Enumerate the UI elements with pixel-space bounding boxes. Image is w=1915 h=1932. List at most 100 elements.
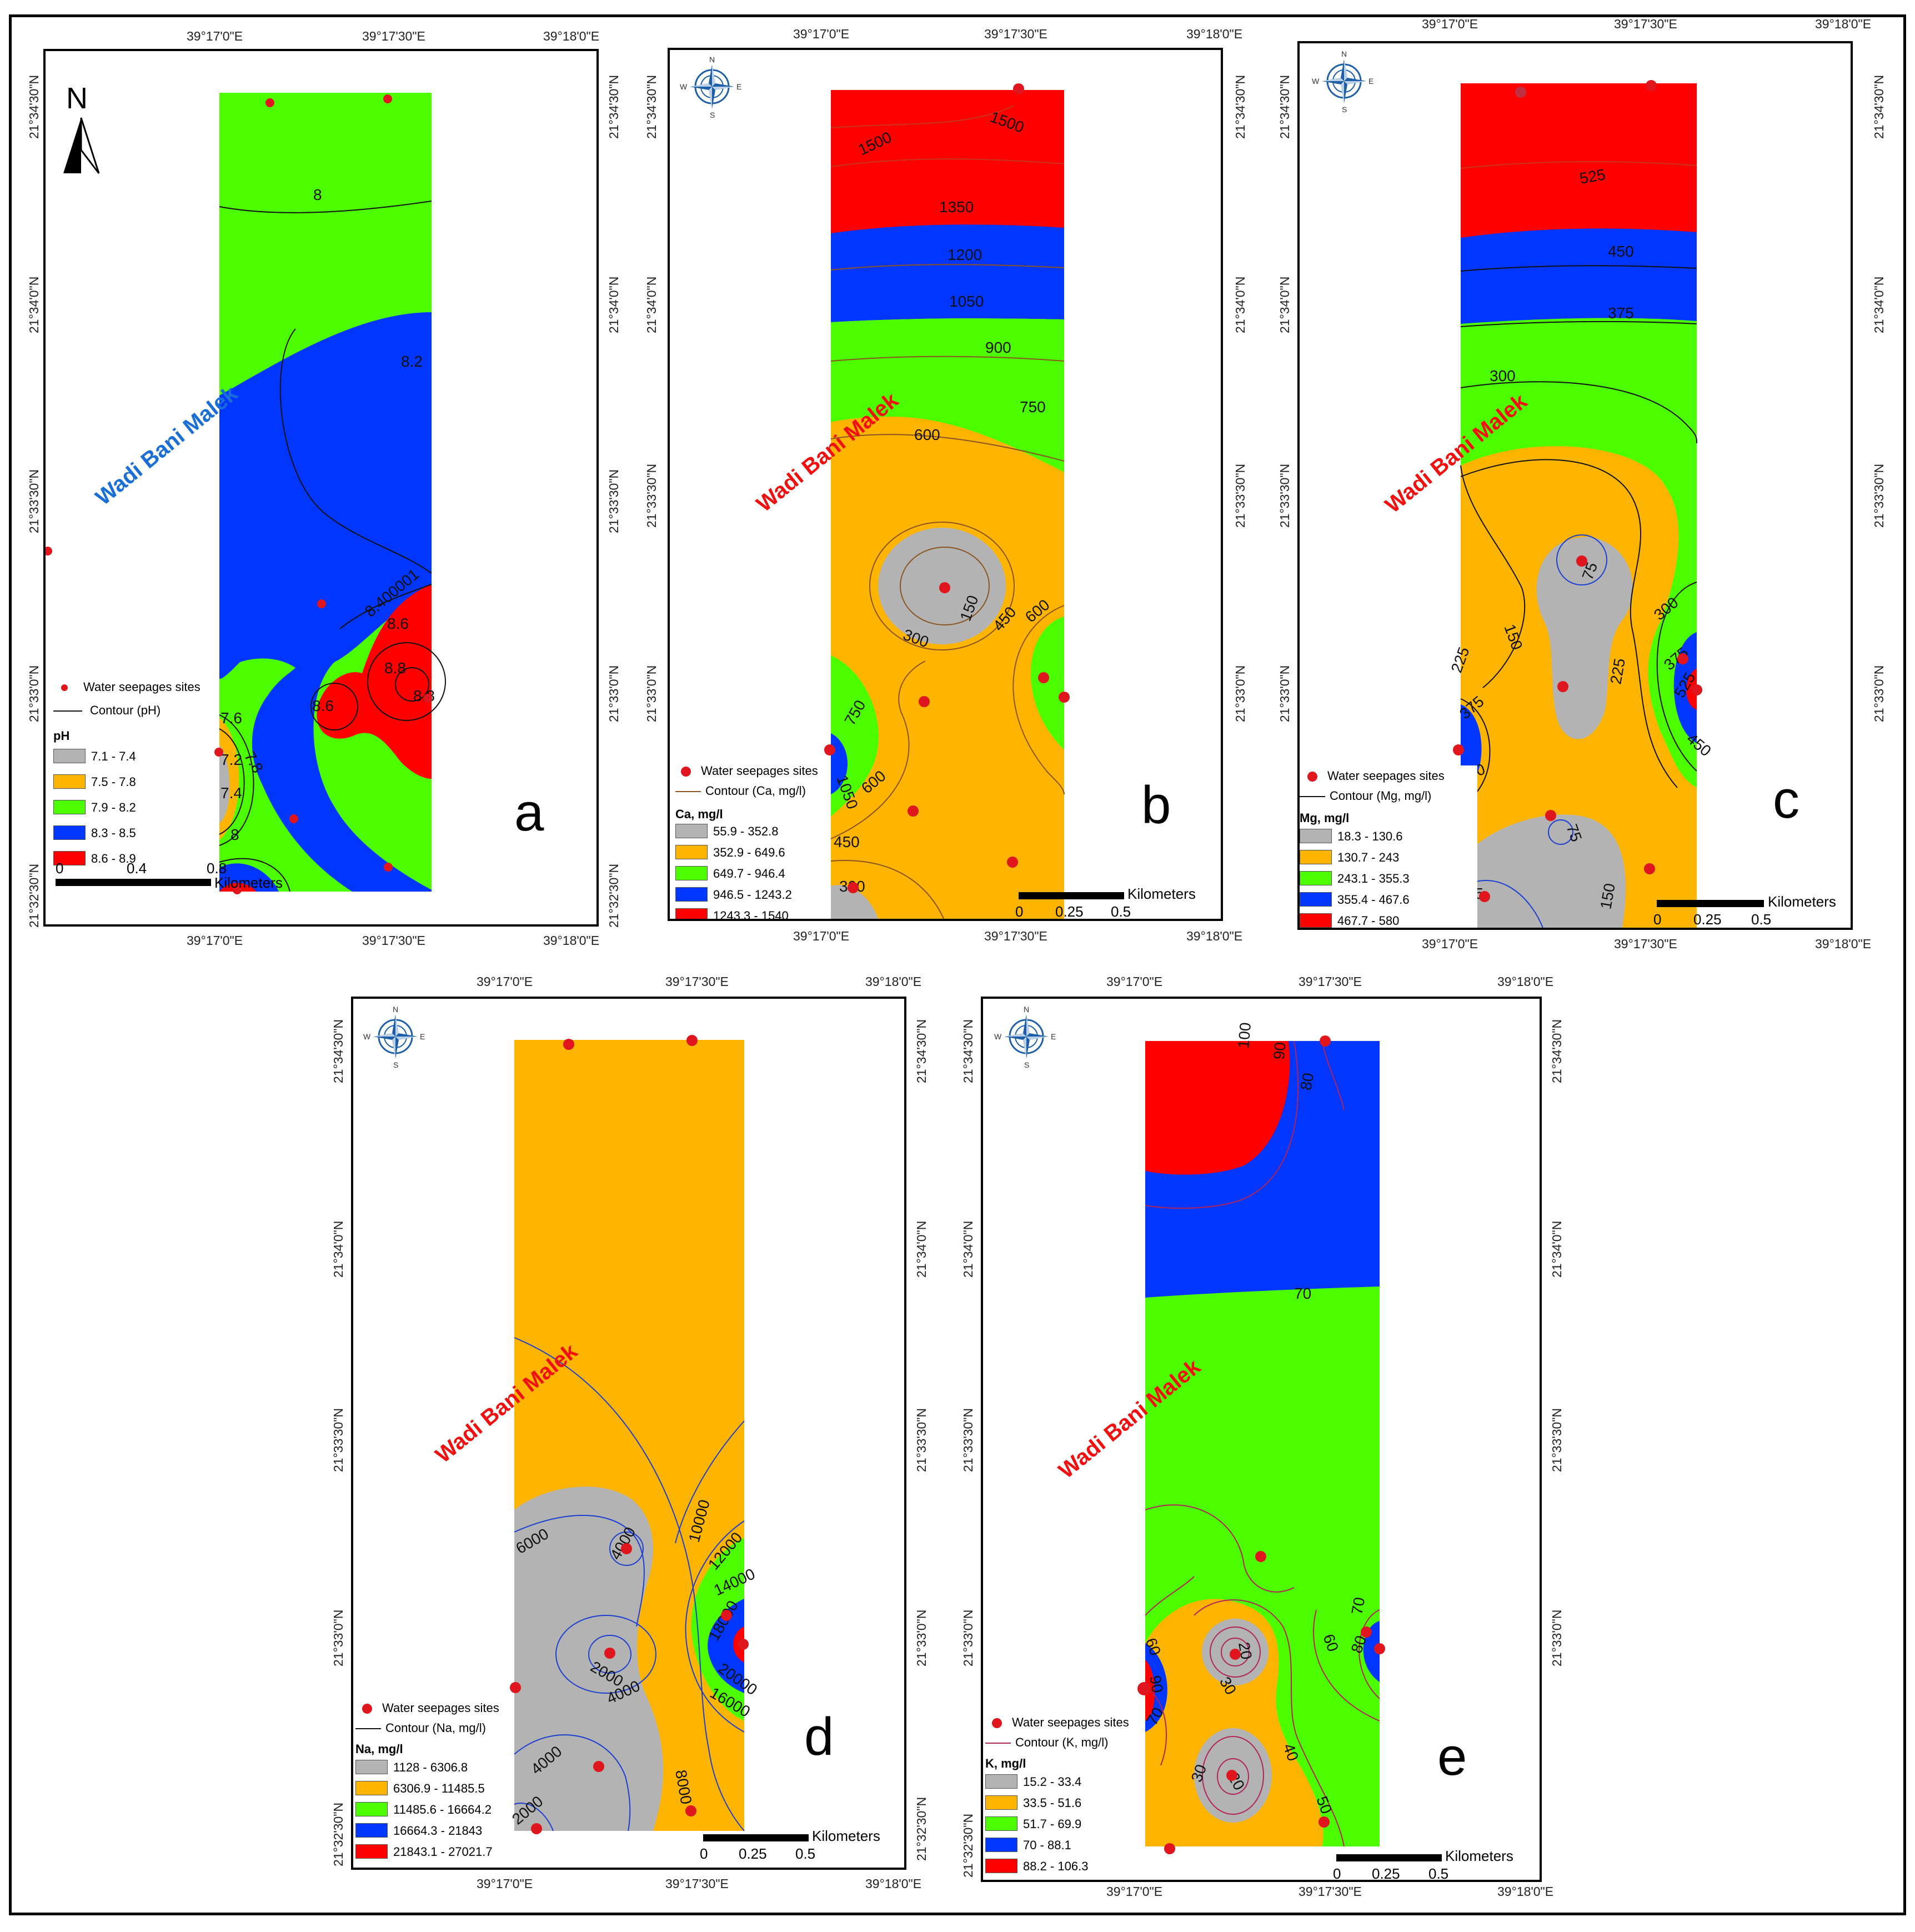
contour-label: 7.4 <box>220 784 242 802</box>
scale-label: 0.5 <box>1751 911 1772 928</box>
lon-tick: 39°17'0"E <box>793 929 850 943</box>
svg-text:E: E <box>1368 77 1373 86</box>
seepage-site <box>824 744 835 755</box>
lat-tick: 21°34'30"N <box>1550 1019 1564 1083</box>
seepage-site <box>1453 744 1464 755</box>
seepage-site <box>621 1543 632 1554</box>
map-frame-c: 525 450 375 300 75 150 225 225 300 375 5… <box>1297 41 1853 930</box>
contour-line <box>1145 1576 1195 1616</box>
seepage-sites <box>1453 80 1702 902</box>
legend-sites-row: Water seepages sites <box>985 1715 1129 1730</box>
na-map: 6000 10000 12000 14000 4000 2000 4000 40… <box>363 1005 760 1834</box>
contour-line <box>609 1531 644 1566</box>
orange-zone <box>1145 1599 1324 1846</box>
contour-line <box>1548 819 1573 845</box>
seepage-site <box>233 885 242 894</box>
lon-tick: 39°17'0"E <box>187 29 243 43</box>
seepage-site <box>738 1639 749 1650</box>
lon-tick: 39°17'0"E <box>477 1876 533 1891</box>
lon-tick: 39°17'30"E <box>1614 17 1677 31</box>
lon-tick: 39°18'0"E <box>1815 17 1872 31</box>
lat-tick: 21°33'30"N <box>644 463 659 528</box>
contour-line <box>395 667 429 702</box>
compass-rose: N E S W <box>994 1005 1056 1069</box>
blue-zone <box>1461 228 1697 324</box>
seepage-sites <box>824 83 1070 893</box>
contour-symbol <box>675 791 701 793</box>
gray-zone <box>219 745 230 823</box>
contour-symbol <box>355 1728 381 1730</box>
seepage-site <box>1319 1816 1330 1828</box>
legend-sites-label: Water seepages sites <box>382 1701 499 1715</box>
svg-text:E: E <box>1051 1032 1056 1041</box>
lat-tick: 21°33'0"N <box>27 665 41 722</box>
lon-tick: 39°17'30"E <box>362 29 425 43</box>
compass-rose: N E S W <box>363 1005 425 1069</box>
svg-text:W: W <box>680 82 688 91</box>
svg-text:W: W <box>994 1032 1002 1041</box>
scale-bar-fill <box>56 879 211 886</box>
legend-sites-label: Water seepages sites <box>701 764 818 778</box>
svg-text:S: S <box>1342 105 1347 114</box>
map-frame-d: 6000 10000 12000 14000 4000 2000 4000 40… <box>351 997 906 1870</box>
legend-sites-label: Water seepages sites <box>1012 1715 1129 1729</box>
lon-tick: 39°18'0"E <box>1186 27 1243 41</box>
seepage-site <box>1646 80 1657 91</box>
lat-tick: 21°32'30"N <box>914 1796 929 1861</box>
contour-line <box>1460 465 1526 688</box>
contour-line <box>1145 1040 1299 1209</box>
contour-line <box>869 522 1015 650</box>
k-map: 100 90 80 70 60 60 20 30 40 50 70 80 90 … <box>994 1005 1385 1854</box>
seepage-site <box>848 882 859 893</box>
panel-letter: a <box>514 783 544 842</box>
lat-tick: 21°33'30"N <box>961 1408 975 1472</box>
contour-line <box>1460 161 1697 169</box>
seepage-site <box>317 599 326 608</box>
legend-title: K, mg/l <box>985 1756 1026 1770</box>
compass-rose: N E S W <box>680 55 741 119</box>
seepage-site <box>1557 681 1568 692</box>
contour-line <box>588 1635 631 1674</box>
lat-tick: 21°34'0"N <box>644 276 659 333</box>
contour-line <box>1217 1758 1249 1795</box>
lon-tick: 39°17'0"E <box>477 974 533 989</box>
legend-c: Water seepages sites Contour (Mg, mg/l) … <box>1300 765 1477 928</box>
lat-tick: 21°34'30"N <box>644 74 659 139</box>
svg-text:N: N <box>709 55 715 64</box>
contour-line <box>830 264 1065 271</box>
lon-tick: 39°18'0"E <box>865 1876 922 1891</box>
seepage-sites <box>46 94 432 894</box>
lat-tick: 21°34'0"N <box>1233 276 1247 333</box>
contour-line <box>279 328 432 574</box>
lat-tick: 21°34'30"N <box>914 1019 929 1083</box>
contour-line <box>1656 582 1697 772</box>
legend-title: Mg, mg/l <box>1300 811 1350 825</box>
legend-sites-row: Water seepages sites <box>675 764 818 778</box>
contour-line <box>1194 1599 1345 1847</box>
seepage-site <box>1013 83 1024 94</box>
panel-letter: e <box>1437 1727 1467 1786</box>
lat-tick: 21°32'30"N <box>27 863 41 928</box>
seepage-site <box>1374 1643 1385 1654</box>
panel-letter: d <box>804 1707 834 1766</box>
gray-zone <box>1461 814 1626 928</box>
lat-tick: 21°34'0"N <box>1550 1220 1564 1278</box>
north-arrow <box>63 117 100 174</box>
seepage-site <box>265 98 274 107</box>
seepage-site <box>384 863 393 872</box>
lat-tick: 21°34'0"N <box>1872 276 1886 333</box>
contour-line <box>219 728 245 835</box>
legend-contour-label: Contour (K, mg/l) <box>1015 1735 1109 1749</box>
contour-line <box>339 584 432 629</box>
contour-label: 8.2 <box>401 353 423 370</box>
seepage-site <box>604 1648 615 1659</box>
legend-sites-label: Water seepages sites <box>1327 769 1445 783</box>
lat-tick: 21°34'0"N <box>914 1220 929 1278</box>
scale-unit: Kilometers <box>1445 1848 1513 1864</box>
ph-map: 8 8.2 8.400001 8.6 8.6 8.8 8.8 7.6 7.8 7… <box>46 82 446 894</box>
seepage-site <box>721 1610 732 1621</box>
legend-contour-row: Contour (pH) <box>53 703 161 718</box>
legend-contour-row: Contour (Mg, mg/l) <box>1300 789 1431 803</box>
contour-label: 90 <box>1270 1042 1289 1060</box>
contour-label: 8 <box>313 186 322 203</box>
